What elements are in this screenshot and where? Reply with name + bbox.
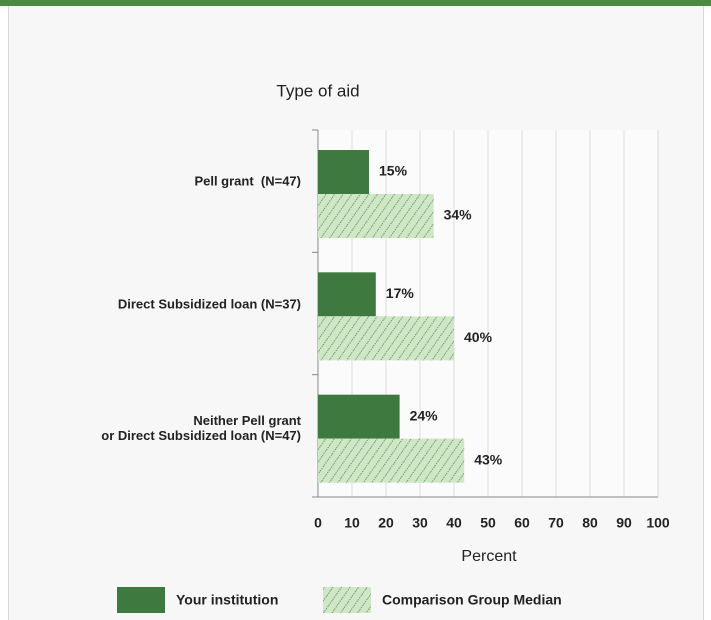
- data-label: 40%: [464, 329, 493, 345]
- y-tick-label: Direct Subsidized loan (N=37): [117, 296, 301, 311]
- bar: [318, 150, 369, 194]
- data-label: 24%: [410, 407, 439, 423]
- data-label: 43%: [474, 451, 503, 467]
- x-tick-label: 30: [412, 515, 428, 531]
- x-tick-label: 40: [446, 515, 462, 531]
- chart-title: Type of aid: [276, 81, 359, 100]
- bar: [318, 194, 434, 238]
- bar: [318, 316, 454, 361]
- data-label: 34%: [444, 207, 473, 223]
- y-tick-label: Neither Pell grant or Direct Subsidized …: [101, 412, 301, 443]
- x-tick-label: 60: [514, 515, 530, 531]
- legend-label: Comparison Group Median: [382, 592, 562, 608]
- bar: [318, 438, 465, 483]
- legend-swatch: [323, 587, 371, 613]
- x-tick-label: 80: [582, 515, 598, 531]
- x-tick-label: 50: [480, 515, 496, 531]
- x-tick-label: 70: [548, 515, 564, 531]
- data-label: 15%: [379, 163, 408, 179]
- x-tick-label: 10: [344, 515, 360, 531]
- bar: [318, 272, 376, 317]
- x-tick-label: 100: [646, 515, 670, 531]
- top-bar: [0, 0, 711, 6]
- y-tick-label: Pell grant (N=47): [194, 173, 301, 189]
- data-label: 17%: [386, 285, 415, 301]
- bar: [318, 394, 400, 439]
- legend-swatch: [117, 587, 165, 613]
- x-tick-label: 0: [314, 515, 322, 531]
- legend-label: Your institution: [176, 592, 278, 608]
- x-axis-label: Percent: [461, 548, 517, 565]
- x-tick-label: 20: [378, 515, 394, 531]
- x-tick-label: 90: [616, 515, 632, 531]
